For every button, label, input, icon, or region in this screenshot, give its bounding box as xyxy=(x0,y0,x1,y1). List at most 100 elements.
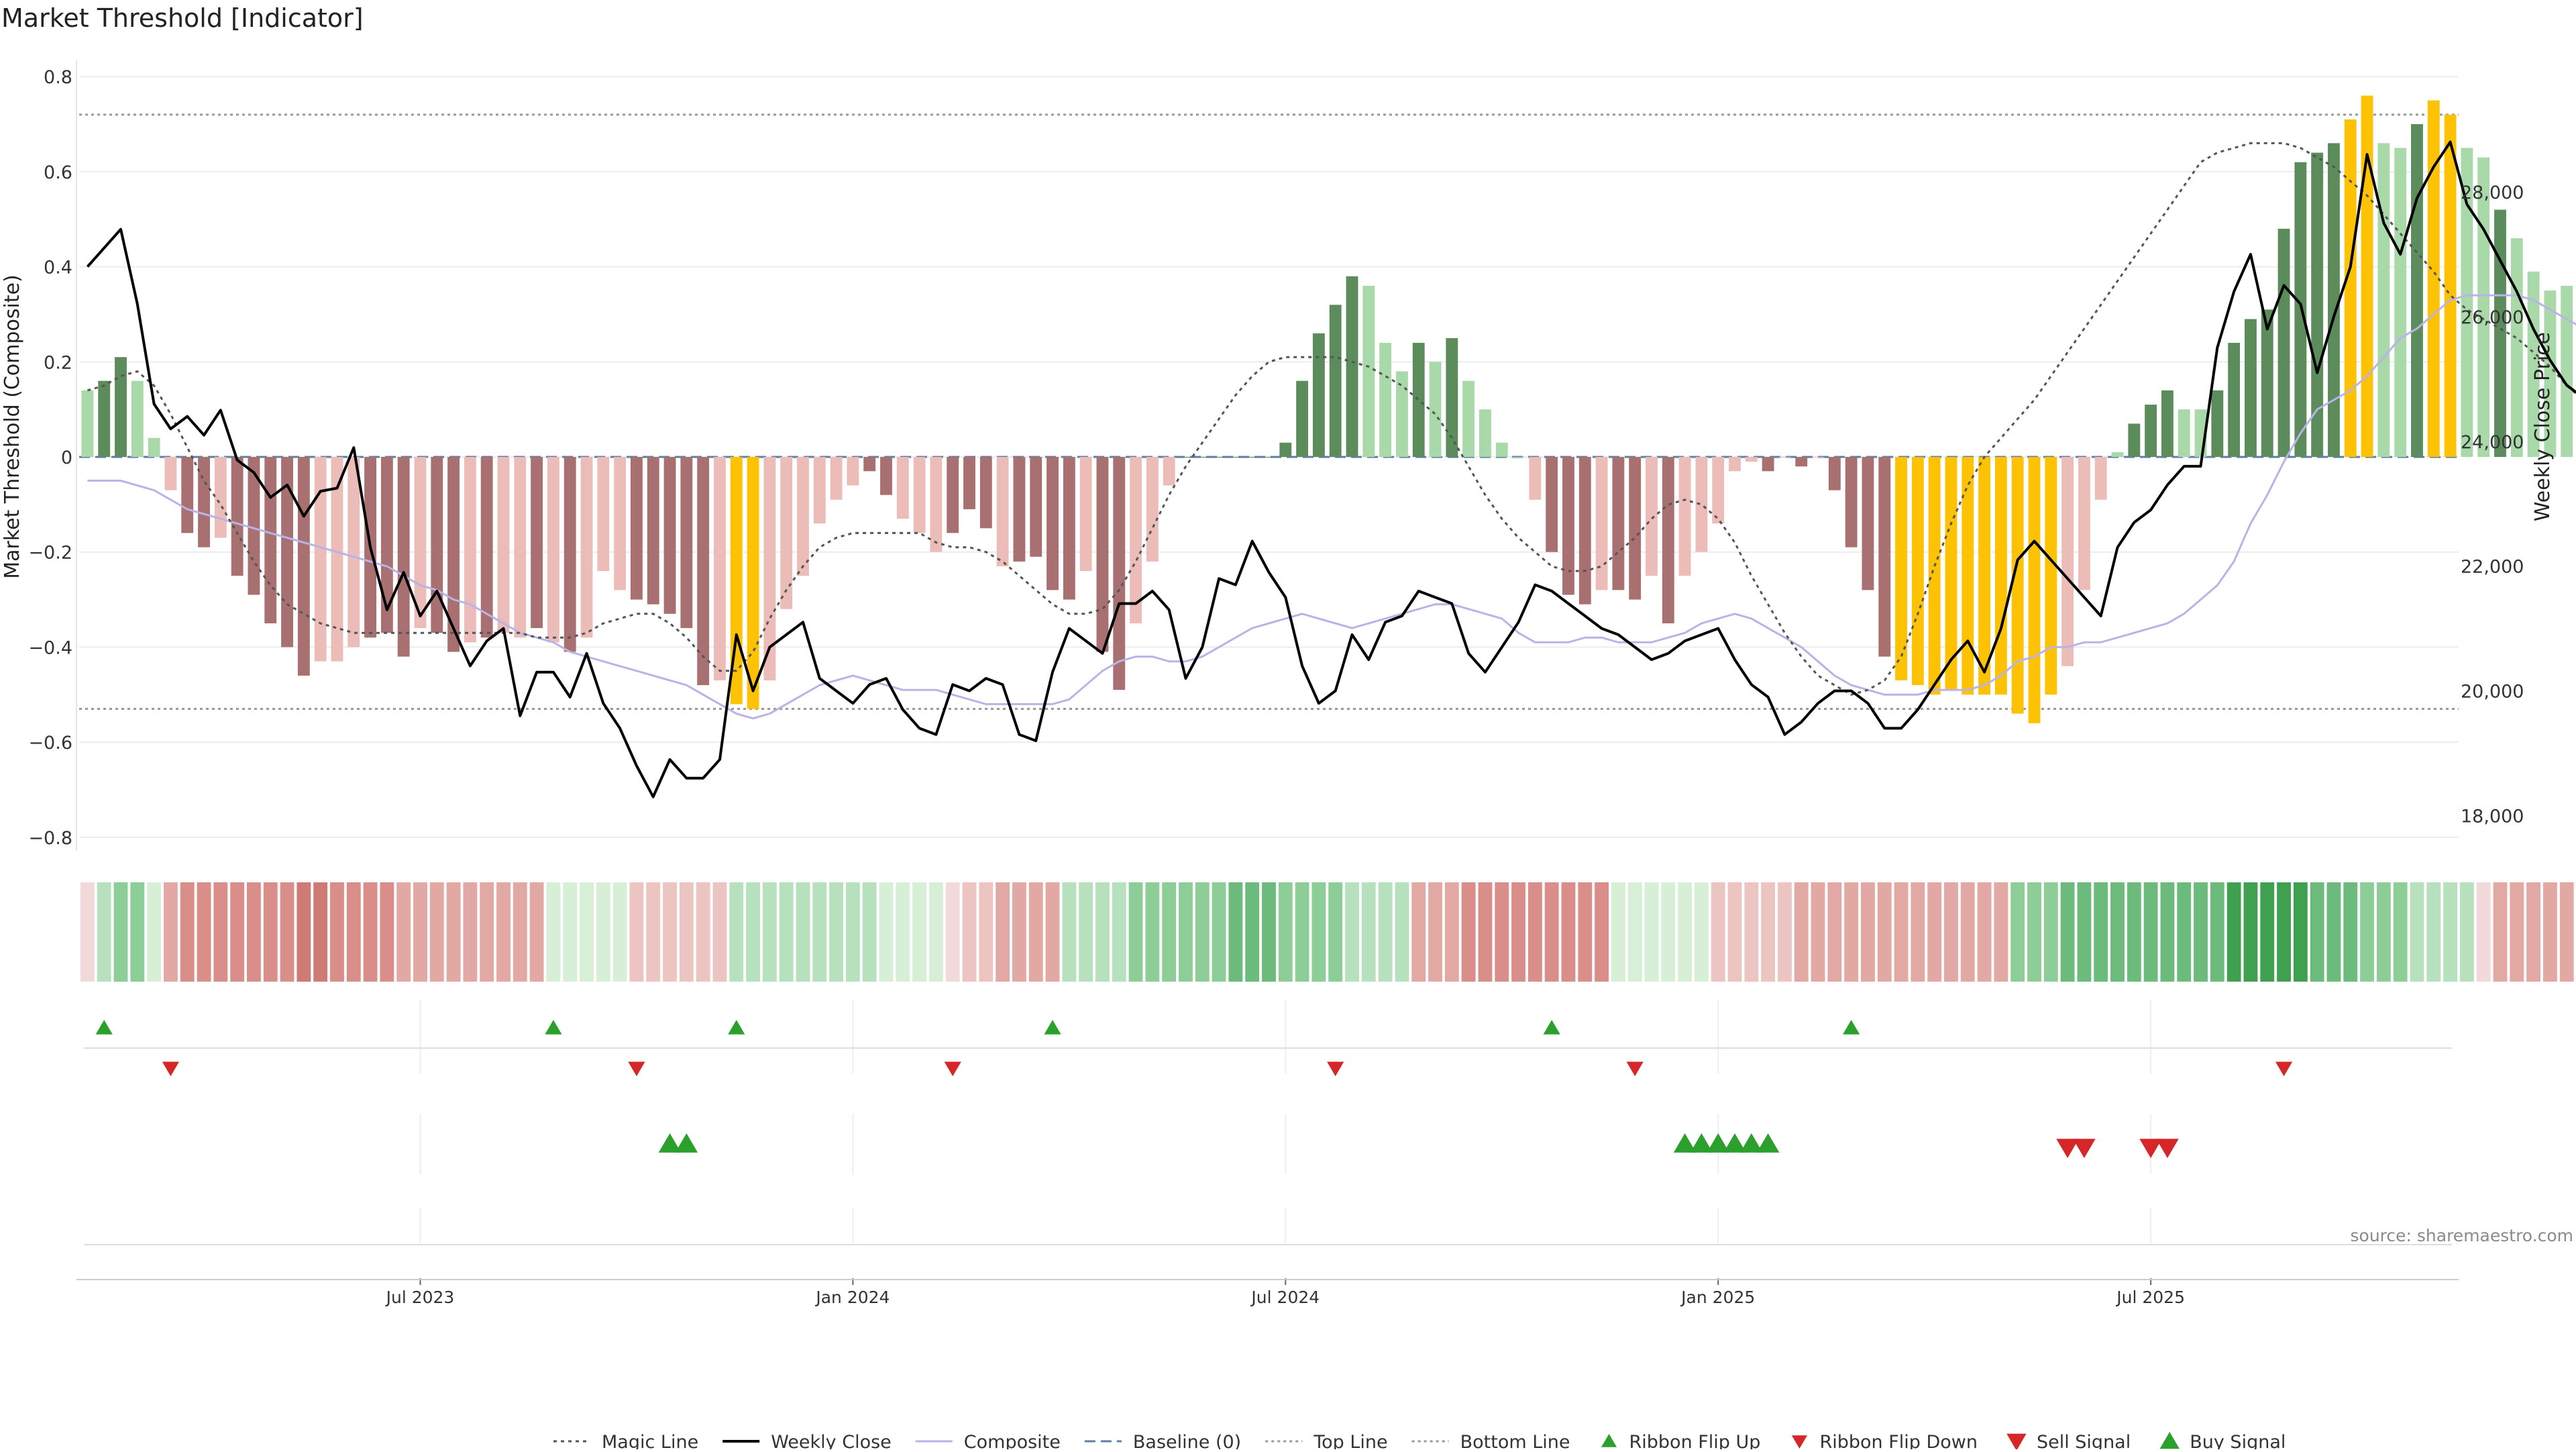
composite-bar xyxy=(2427,100,2440,458)
legend-label: Magic Line xyxy=(602,1432,698,1449)
legend-label: Bottom Line xyxy=(1460,1432,1570,1449)
composite-bar xyxy=(1612,457,1625,590)
ribbon-cell xyxy=(1012,882,1026,982)
ribbon-cell xyxy=(2210,882,2224,982)
ribbon-cell xyxy=(2310,882,2324,982)
composite-bar xyxy=(231,457,244,576)
composite-bar xyxy=(1229,457,1242,458)
composite-bar xyxy=(1412,342,1425,457)
ribbon-cell xyxy=(463,882,478,982)
composite-bar xyxy=(1046,457,1059,590)
legend-label: Sell Signal xyxy=(2037,1432,2131,1449)
ribbon-cell xyxy=(629,882,644,982)
composite-bar xyxy=(996,457,1009,566)
composite-bar xyxy=(947,457,959,533)
ribbon-cell xyxy=(679,882,694,982)
composite-bar xyxy=(2510,238,2523,457)
composite-bar xyxy=(2045,457,2057,695)
ribbon-cell xyxy=(1861,882,1875,982)
composite-bar xyxy=(763,457,776,681)
ribbon-cell xyxy=(529,882,544,982)
ribbon-flip-up-marker xyxy=(545,1020,562,1035)
ribbon-cell xyxy=(429,882,444,982)
ribbon-cell xyxy=(2410,882,2424,982)
ribbon-cell xyxy=(1927,882,1942,982)
ribbon-cell xyxy=(1844,882,1859,982)
sell-signal-marker xyxy=(2073,1139,2096,1158)
ribbon-cell xyxy=(1145,882,1160,982)
composite-bar xyxy=(198,457,210,548)
ribbon-cell xyxy=(796,882,810,982)
legend-label: Baseline (0) xyxy=(1133,1432,1241,1449)
ribbon-cell xyxy=(1544,882,1559,982)
composite-bar xyxy=(380,457,393,633)
composite-bar xyxy=(880,457,892,495)
ribbon-cell xyxy=(928,882,943,982)
composite-bar xyxy=(2444,114,2457,458)
legend-label: Top Line xyxy=(1313,1432,1387,1449)
composite-bar xyxy=(214,457,227,538)
ribbon-cell xyxy=(829,882,844,982)
ribbon-cell xyxy=(1744,882,1759,982)
ribbon-cell xyxy=(2277,882,2291,982)
weekly-close-line xyxy=(86,140,2576,798)
composite-bar xyxy=(797,457,809,576)
composite-bar xyxy=(397,457,410,657)
y2-tick-label: 20,000 xyxy=(2461,682,2524,703)
ribbon-cell xyxy=(1611,882,1625,982)
ribbon-cell xyxy=(1478,882,1493,982)
composite-bar xyxy=(1729,457,1741,472)
composite-bar xyxy=(148,437,160,457)
composite-bar xyxy=(1878,457,1891,657)
ribbon-flip-down-marker xyxy=(944,1061,961,1076)
ribbon-flip-down-marker xyxy=(628,1061,645,1076)
ribbon-cell xyxy=(712,882,727,982)
ribbon-cell xyxy=(263,882,278,982)
composite-bar xyxy=(1578,457,1591,605)
ribbon-cell xyxy=(1627,882,1642,982)
composite-bar xyxy=(1762,457,1774,472)
composite-bar xyxy=(714,457,726,681)
legend-label: Composite xyxy=(964,1432,1061,1449)
y-tick-label: −0.4 xyxy=(28,637,72,658)
composite-bar xyxy=(979,457,992,529)
ribbon-cell xyxy=(1694,882,1709,982)
y-tick-label: 0.6 xyxy=(44,162,72,183)
ribbon-cell xyxy=(2559,882,2574,982)
composite-bar xyxy=(2328,143,2340,458)
ribbon-cell xyxy=(862,882,877,982)
buy-signal-marker xyxy=(1756,1133,1780,1153)
ribbon-cell xyxy=(2260,882,2275,982)
composite-bar xyxy=(2527,271,2540,457)
ribbon-cell xyxy=(563,882,578,982)
source-label: source: sharemaestro.com xyxy=(2351,1226,2574,1245)
ribbon-flip-up-marker xyxy=(1543,1020,1560,1035)
y-tick-label: 0.8 xyxy=(44,67,72,88)
composite-bar xyxy=(1662,457,1674,623)
composite-bar xyxy=(347,457,360,647)
composite-bar xyxy=(2261,309,2273,457)
composite-bar xyxy=(547,457,559,643)
composite-bar xyxy=(747,457,759,709)
ribbon-cell xyxy=(1411,882,1426,982)
composite-bar xyxy=(1812,457,1824,458)
composite-bar xyxy=(1379,342,1392,457)
composite-bar xyxy=(680,457,693,629)
ribbon-cell xyxy=(1877,882,1892,982)
ribbon-cell xyxy=(396,882,411,982)
ribbon-cell xyxy=(2060,882,2075,982)
composite-bar xyxy=(1646,457,1658,576)
ribbon-cell xyxy=(1944,882,1958,982)
composite-bar xyxy=(2128,423,2141,457)
x-tick-label: Jan 2024 xyxy=(814,1288,890,1307)
legend-sell-signal-icon xyxy=(2006,1433,2027,1451)
composite-bar xyxy=(847,457,859,486)
ribbon-cell xyxy=(1028,882,1043,982)
composite-bar xyxy=(2311,152,2324,457)
legend-item: Ribbon Flip Down xyxy=(1791,1432,1978,1452)
ribbon-cell xyxy=(1778,882,1792,982)
ribbon-cell xyxy=(1811,882,1825,982)
ribbon-cell xyxy=(1977,882,1992,982)
buy-signal-marker xyxy=(675,1133,698,1153)
ribbon-cell xyxy=(1644,882,1659,982)
